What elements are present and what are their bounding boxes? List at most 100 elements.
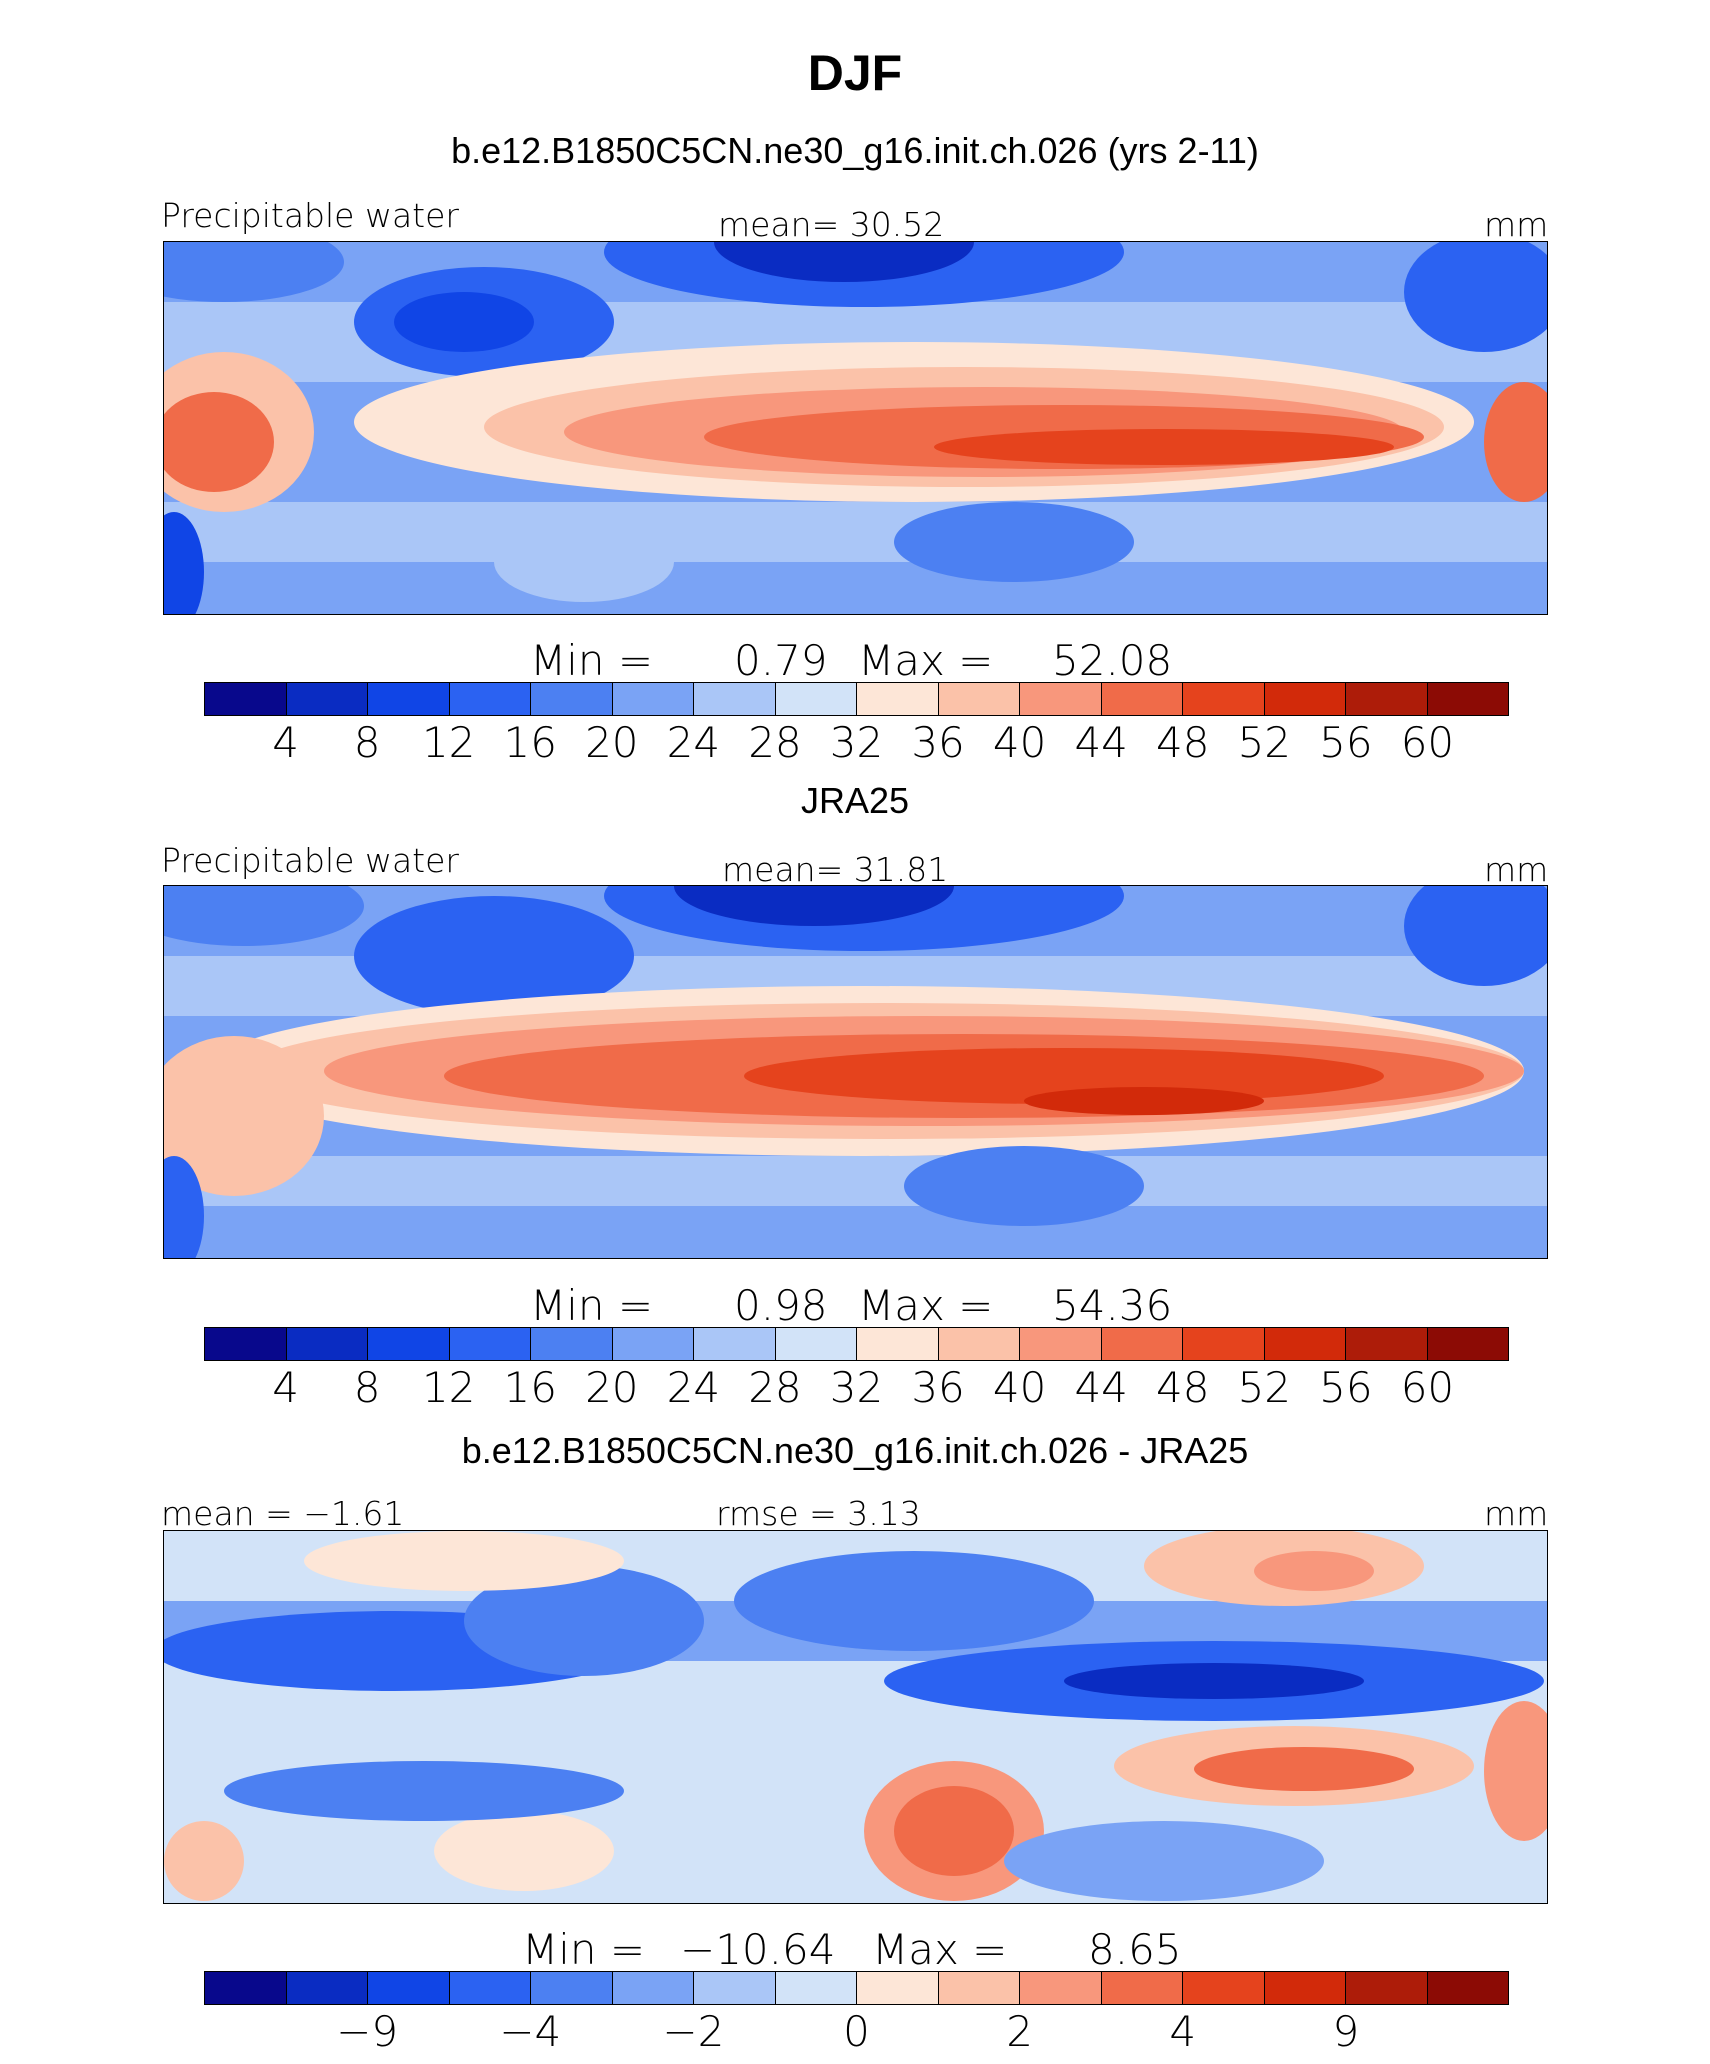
colorbar-tick-label: 24 xyxy=(666,1363,721,1412)
panel-3-min-label: Min = xyxy=(522,1925,646,1974)
panel-2-max-value: 54.36 xyxy=(1052,1281,1173,1330)
panel-2-map xyxy=(163,885,1548,1259)
colorbar-box-5 xyxy=(612,683,694,715)
panel-2-colorbar xyxy=(204,1327,1509,1361)
panel-3-field xyxy=(164,1531,1547,1903)
colorbar-box-15 xyxy=(1427,1972,1508,2004)
colorbar-box-8 xyxy=(857,683,939,715)
colorbar-box-9 xyxy=(938,1328,1020,1360)
colorbar-box-0 xyxy=(205,1328,287,1360)
panel-3-colorbar xyxy=(204,1971,1509,2005)
colorbar-tick-label: −4 xyxy=(499,2007,562,2056)
colorbar-box-14 xyxy=(1346,1328,1428,1360)
colorbar-box-5 xyxy=(612,1328,694,1360)
colorbar-box-11 xyxy=(1101,683,1183,715)
colorbar-tick-label: 44 xyxy=(1074,1363,1128,1412)
colorbar-box-10 xyxy=(1020,1328,1102,1360)
colorbar-box-15 xyxy=(1427,1328,1508,1360)
colorbar-tick-label: 9 xyxy=(1332,2007,1360,2056)
colorbar-box-7 xyxy=(775,1972,857,2004)
panel-3-mean-label: mean = −1.61 xyxy=(161,1494,405,1533)
colorbar-box-11 xyxy=(1101,1972,1183,2004)
colorbar-tick-label: 16 xyxy=(503,1363,557,1412)
colorbar-box-3 xyxy=(449,683,531,715)
colorbar-tick-label: 52 xyxy=(1237,718,1292,767)
colorbar-box-4 xyxy=(531,1972,613,2004)
colorbar-box-7 xyxy=(775,1328,857,1360)
panel-3-title: b.e12.B1850C5CN.ne30_g16.init.ch.026 - J… xyxy=(461,1430,1249,1471)
colorbar-tick-label: 32 xyxy=(829,1363,884,1412)
panel-1-field xyxy=(164,242,1547,614)
colorbar-tick-label: 12 xyxy=(421,1363,476,1412)
colorbar-tick-label: 32 xyxy=(829,718,884,767)
figure-title: DJF xyxy=(807,45,903,101)
colorbar-box-14 xyxy=(1346,1972,1428,2004)
colorbar-tick-label: 36 xyxy=(911,1363,965,1412)
panel-2-min-value: 0.98 xyxy=(734,1281,828,1330)
panel-3-colorbar-ticks: −9 −4 −2 0 2 4 9 xyxy=(0,2007,1710,2057)
colorbar-box-10 xyxy=(1020,1972,1102,2004)
colorbar-box-14 xyxy=(1346,683,1428,715)
panel-3-max-value: 8.65 xyxy=(1088,1925,1182,1974)
colorbar-tick-label: 8 xyxy=(353,718,381,767)
colorbar-tick-label: 44 xyxy=(1074,718,1128,767)
colorbar-box-12 xyxy=(1183,683,1265,715)
panel-1-map xyxy=(163,241,1548,615)
panel-3-units: mm xyxy=(1484,1494,1549,1533)
colorbar-box-12 xyxy=(1183,1972,1265,2004)
colorbar-box-0 xyxy=(205,1972,287,2004)
panel-3-max-label: Max = xyxy=(872,1925,1008,1974)
colorbar-box-1 xyxy=(286,683,368,715)
colorbar-box-5 xyxy=(612,1972,694,2004)
colorbar-box-3 xyxy=(449,1972,531,2004)
panel-1-title: b.e12.B1850C5CN.ne30_g16.init.ch.026 (yr… xyxy=(451,130,1259,171)
colorbar-tick-label: 0 xyxy=(843,2007,870,2056)
colorbar-box-4 xyxy=(531,1328,613,1360)
colorbar-tick-label: 56 xyxy=(1319,718,1373,767)
colorbar-box-11 xyxy=(1101,1328,1183,1360)
colorbar-box-6 xyxy=(694,1328,776,1360)
colorbar-box-10 xyxy=(1020,683,1102,715)
colorbar-tick-label: 40 xyxy=(992,718,1047,767)
panel-3-min-value: −10.64 xyxy=(680,1925,836,1974)
colorbar-tick-label: 4 xyxy=(272,718,299,767)
colorbar-box-8 xyxy=(857,1328,939,1360)
colorbar-tick-label: 20 xyxy=(585,1363,639,1412)
colorbar-tick-label: 28 xyxy=(748,718,802,767)
panel-3-rmse-label: rmse = 3.13 xyxy=(716,1494,921,1533)
colorbar-tick-label: 2 xyxy=(1006,2007,1033,2056)
panel-2-field xyxy=(164,886,1547,1258)
colorbar-box-3 xyxy=(449,1328,531,1360)
colorbar-box-13 xyxy=(1264,683,1346,715)
colorbar-tick-label: 4 xyxy=(272,1363,299,1412)
panel-2-units: mm xyxy=(1484,850,1549,889)
colorbar-box-13 xyxy=(1264,1972,1346,2004)
panel-2-title: JRA25 xyxy=(800,780,910,821)
panel-1-min-value: 0.79 xyxy=(734,636,828,685)
colorbar-box-9 xyxy=(938,683,1020,715)
panel-2-colorbar-ticks: 4 8 12 16 20 24 28 32 36 40 44 48 52 56 60 xyxy=(0,1363,1710,1413)
colorbar-tick-label: 12 xyxy=(421,718,476,767)
colorbar-box-15 xyxy=(1427,683,1508,715)
colorbar-box-13 xyxy=(1264,1328,1346,1360)
colorbar-tick-label: 60 xyxy=(1400,718,1455,767)
colorbar-tick-label: 20 xyxy=(585,718,639,767)
colorbar-box-2 xyxy=(368,683,450,715)
panel-2-max-label: Max = xyxy=(858,1281,994,1330)
colorbar-tick-label: 24 xyxy=(666,718,721,767)
colorbar-tick-label: −9 xyxy=(336,2007,399,2056)
colorbar-tick-label: 16 xyxy=(503,718,557,767)
colorbar-tick-label: 28 xyxy=(748,1363,802,1412)
panel-3-map xyxy=(163,1530,1548,1904)
colorbar-box-12 xyxy=(1183,1328,1265,1360)
colorbar-box-7 xyxy=(775,683,857,715)
colorbar-box-6 xyxy=(694,1972,776,2004)
colorbar-tick-label: 60 xyxy=(1400,1363,1455,1412)
panel-1-colorbar xyxy=(204,682,1509,716)
panel-1-min-label: Min = xyxy=(530,636,654,685)
colorbar-tick-label: −2 xyxy=(662,2007,725,2056)
colorbar-tick-label: 52 xyxy=(1237,1363,1292,1412)
colorbar-box-4 xyxy=(531,683,613,715)
panel-2-min-label: Min = xyxy=(530,1281,654,1330)
panel-1-max-value: 52.08 xyxy=(1052,636,1173,685)
